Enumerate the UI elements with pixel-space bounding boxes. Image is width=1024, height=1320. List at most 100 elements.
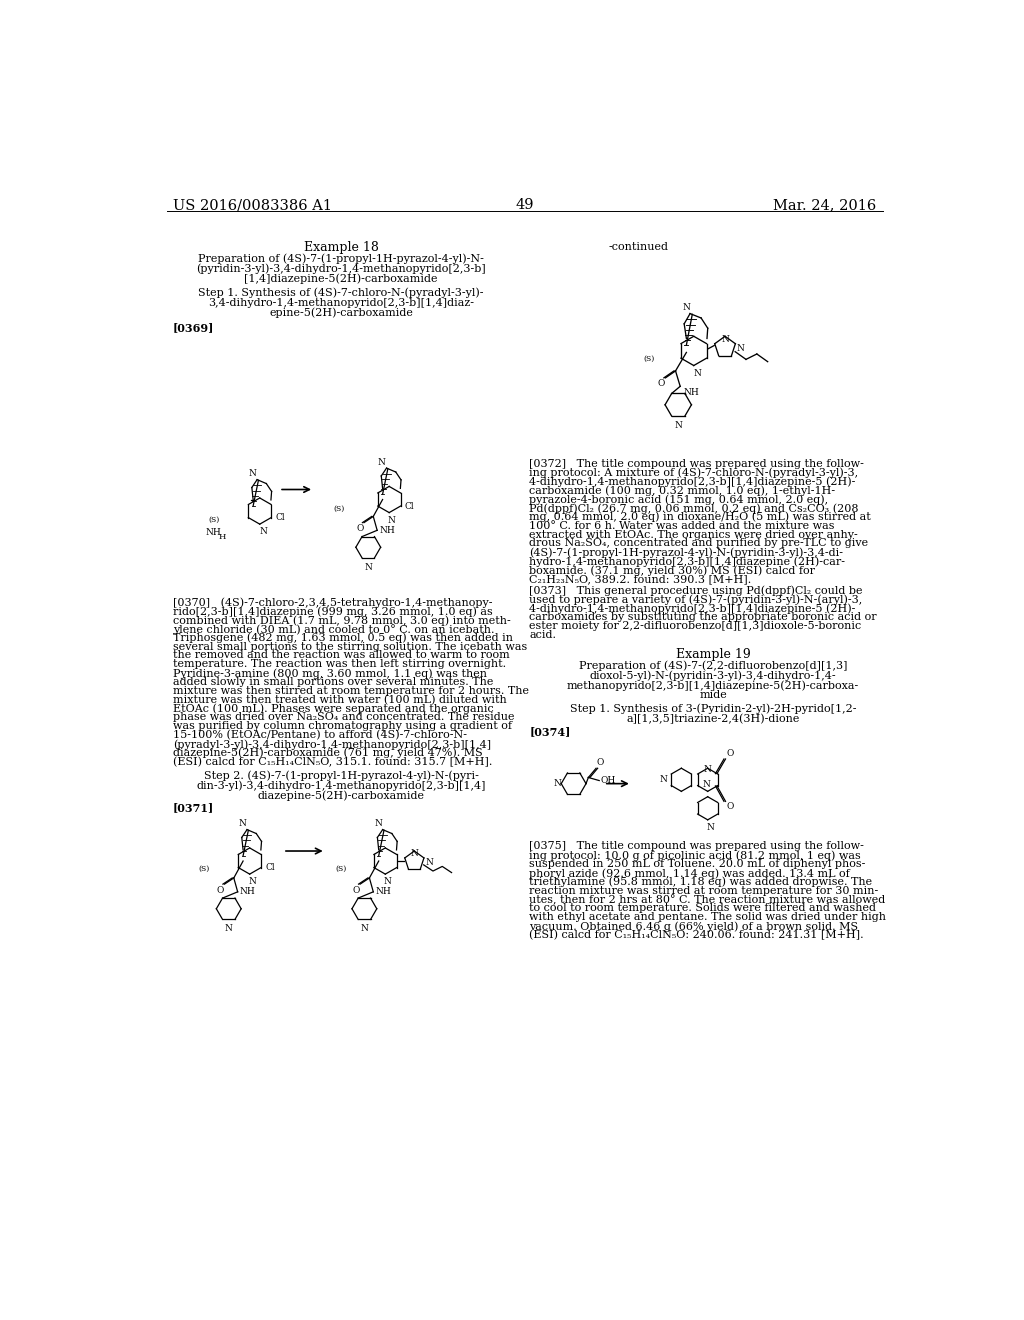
- Text: N: N: [239, 820, 247, 828]
- Text: ing protocol: 10.0 g of picolinic acid (81.2 mmol, 1 eq) was: ing protocol: 10.0 g of picolinic acid (…: [529, 850, 861, 861]
- Text: O: O: [597, 759, 604, 767]
- Text: was purified by column chromatography using a gradient of: was purified by column chromatography us…: [173, 721, 512, 731]
- Text: triethylamine (95.8 mmol, 1.18 eq) was added dropwise. The: triethylamine (95.8 mmol, 1.18 eq) was a…: [529, 876, 872, 887]
- Text: US 2016/0083386 A1: US 2016/0083386 A1: [173, 198, 332, 213]
- Text: N: N: [249, 469, 256, 478]
- Text: N: N: [248, 878, 256, 886]
- Text: diazepine-5(2H)-carboxamide (761 mg, yield 47%). MS: diazepine-5(2H)-carboxamide (761 mg, yie…: [173, 748, 482, 759]
- Text: NH: NH: [205, 528, 221, 537]
- Text: N: N: [675, 421, 682, 430]
- Text: phoryl azide (92.6 mmol, 1.14 eq) was added. 13.4 mL of: phoryl azide (92.6 mmol, 1.14 eq) was ad…: [529, 869, 850, 879]
- Text: N: N: [384, 878, 391, 886]
- Text: Pyridine-3-amine (800 mg, 3.60 mmol, 1.1 eq) was then: Pyridine-3-amine (800 mg, 3.60 mmol, 1.1…: [173, 668, 487, 678]
- Text: -continued: -continued: [608, 242, 669, 252]
- Text: N: N: [260, 527, 267, 536]
- Text: N: N: [360, 924, 369, 933]
- Text: (ESI) calcd for C₁₅H₁₄ClN₅O, 315.1. found: 315.7 [M+H].: (ESI) calcd for C₁₅H₁₄ClN₅O, 315.1. foun…: [173, 756, 493, 767]
- Text: [0375]   The title compound was prepared using the follow-: [0375] The title compound was prepared u…: [529, 841, 864, 851]
- Text: 100° C. for 6 h. Water was added and the mixture was: 100° C. for 6 h. Water was added and the…: [529, 520, 835, 531]
- Text: extracted with EtOAc. The organics were dried over anhy-: extracted with EtOAc. The organics were …: [529, 529, 858, 540]
- Text: (ESI) calcd for C₁₅H₁₄ClN₅O: 240.06. found: 241.31 [M+H].: (ESI) calcd for C₁₅H₁₄ClN₅O: 240.06. fou…: [529, 929, 864, 940]
- Text: 4-dihydro-1,4-methanopyrido[2,3-b][1,4]diazepine-5 (2H)-: 4-dihydro-1,4-methanopyrido[2,3-b][1,4]d…: [529, 477, 856, 487]
- Text: N: N: [721, 335, 729, 343]
- Text: 4-dihydro-1,4-methanopyrido[2,3-b][1,4]diazepine-5 (2H)-: 4-dihydro-1,4-methanopyrido[2,3-b][1,4]d…: [529, 603, 856, 614]
- Text: carboxamide (100 mg, 0.32 mmol, 1.0 eq), 1-ethyl-1H-: carboxamide (100 mg, 0.32 mmol, 1.0 eq),…: [529, 486, 836, 496]
- Text: NH: NH: [380, 525, 395, 535]
- Text: Cl: Cl: [404, 502, 415, 511]
- Text: Mar. 24, 2016: Mar. 24, 2016: [773, 198, 877, 213]
- Text: 3,4-dihydro-1,4-methanopyrido[2,3-b][1,4]diaz-: 3,4-dihydro-1,4-methanopyrido[2,3-b][1,4…: [208, 298, 474, 308]
- Text: several small portions to the stirring solution. The icebath was: several small portions to the stirring s…: [173, 642, 527, 652]
- Text: used to prepare a variety of (4S)-7-(pyridin-3-yl)-N-(aryl)-3,: used to prepare a variety of (4S)-7-(pyr…: [529, 594, 862, 605]
- Text: vacuum. Obtained 6.46 g (66% yield) of a brown solid. MS: vacuum. Obtained 6.46 g (66% yield) of a…: [529, 921, 858, 932]
- Text: utes, then for 2 hrs at 80° C. The reaction mixture was allowed: utes, then for 2 hrs at 80° C. The react…: [529, 895, 886, 906]
- Text: with ethyl acetate and pentane. The solid was dried under high: with ethyl acetate and pentane. The soli…: [529, 912, 887, 923]
- Text: (pyradyl-3-yl)-3,4-dihydro-1,4-methanopyrido[2,3-b][1,4]: (pyradyl-3-yl)-3,4-dihydro-1,4-methanopy…: [173, 739, 492, 750]
- Text: diazepine-5(2H)-carboxamide: diazepine-5(2H)-carboxamide: [258, 791, 425, 801]
- Text: Step 2. (4S)-7-(1-propyl-1H-pyrazol-4-yl)-N-(pyri-: Step 2. (4S)-7-(1-propyl-1H-pyrazol-4-yl…: [204, 770, 478, 780]
- Text: (S): (S): [208, 516, 219, 524]
- Text: mixture was then stirred at room temperature for 2 hours. The: mixture was then stirred at room tempera…: [173, 686, 529, 696]
- Text: methanopyrido[2,3-b][1,4]diazepine-5(2H)-carboxa-: methanopyrido[2,3-b][1,4]diazepine-5(2H)…: [567, 681, 859, 692]
- Text: N: N: [378, 458, 386, 466]
- Text: reaction mixture was stirred at room temperature for 30 min-: reaction mixture was stirred at room tem…: [529, 886, 879, 896]
- Text: Preparation of (4S)-7-(1-propyl-1H-pyrazol-4-yl)-N-: Preparation of (4S)-7-(1-propyl-1H-pyraz…: [199, 253, 484, 264]
- Text: carboxamides by substituting the appropriate boronic acid or: carboxamides by substituting the appropr…: [529, 612, 878, 622]
- Text: rido[2,3-b][1,4]diazepine (999 mg, 3.26 mmol, 1.0 eq) as: rido[2,3-b][1,4]diazepine (999 mg, 3.26 …: [173, 606, 493, 616]
- Text: O: O: [217, 886, 224, 895]
- Text: N: N: [387, 516, 395, 524]
- Text: suspended in 250 mL of Toluene. 20.0 mL of diphenyl phos-: suspended in 250 mL of Toluene. 20.0 mL …: [529, 859, 866, 869]
- Text: Step 1. Synthesis of (4S)-7-chloro-N-(pyradyl-3-yl)-: Step 1. Synthesis of (4S)-7-chloro-N-(py…: [199, 288, 484, 298]
- Text: epine-5(2H)-carboxamide: epine-5(2H)-carboxamide: [269, 308, 413, 318]
- Text: temperature. The reaction was then left stirring overnight.: temperature. The reaction was then left …: [173, 659, 506, 669]
- Text: OH: OH: [601, 776, 616, 785]
- Text: Example 18: Example 18: [304, 240, 379, 253]
- Text: added slowly in small portions over several minutes. The: added slowly in small portions over seve…: [173, 677, 494, 686]
- Text: O: O: [726, 803, 733, 810]
- Text: EtOAc (100 mL). Phases were separated and the organic: EtOAc (100 mL). Phases were separated an…: [173, 704, 494, 714]
- Text: N: N: [703, 766, 712, 774]
- Text: NH: NH: [683, 388, 699, 397]
- Text: N: N: [425, 858, 433, 867]
- Text: Preparation of (4S)-7-(2,2-difluorobenzo[d][1,3]: Preparation of (4S)-7-(2,2-difluorobenzo…: [579, 660, 848, 671]
- Text: O: O: [356, 524, 364, 533]
- Text: to cool to room temperature. Solids were filtered and washed: to cool to room temperature. Solids were…: [529, 903, 877, 913]
- Text: (S): (S): [644, 355, 655, 363]
- Text: (4S)-7-(1-propyl-1H-pyrazol-4-yl)-N-(pyridin-3-yl)-3,4-di-: (4S)-7-(1-propyl-1H-pyrazol-4-yl)-N-(pyr…: [529, 548, 844, 558]
- Text: [1,4]diazepine-5(2H)-carboxamide: [1,4]diazepine-5(2H)-carboxamide: [245, 275, 438, 285]
- Text: Triphosgene (482 mg, 1.63 mmol, 0.5 eq) was then added in: Triphosgene (482 mg, 1.63 mmol, 0.5 eq) …: [173, 632, 513, 643]
- Text: NH: NH: [240, 887, 256, 896]
- Text: [0374]: [0374]: [529, 726, 570, 737]
- Text: 49: 49: [515, 198, 535, 213]
- Text: N: N: [365, 562, 372, 572]
- Text: (pyridin-3-yl)-3,4-dihydro-1,4-methanopyrido[2,3-b]: (pyridin-3-yl)-3,4-dihydro-1,4-methanopy…: [197, 264, 486, 275]
- Text: N: N: [225, 924, 232, 933]
- Text: N: N: [553, 779, 561, 788]
- Text: N: N: [693, 368, 701, 378]
- Text: phase was dried over Na₂SO₄ and concentrated. The residue: phase was dried over Na₂SO₄ and concentr…: [173, 713, 514, 722]
- Text: pyrazole-4-boronic acid (151 mg, 0.64 mmol, 2.0 eq),: pyrazole-4-boronic acid (151 mg, 0.64 mm…: [529, 494, 828, 504]
- Text: combined with DIEA (1.7 mL, 9.78 mmol, 3.0 eq) into meth-: combined with DIEA (1.7 mL, 9.78 mmol, 3…: [173, 615, 511, 626]
- Text: [0369]: [0369]: [173, 322, 214, 333]
- Text: dioxol-5-yl)-N-(pyridin-3-yl)-3,4-dihydro-1,4-: dioxol-5-yl)-N-(pyridin-3-yl)-3,4-dihydr…: [590, 671, 837, 681]
- Text: [0373]   This general procedure using Pd(dppf)Cl₂ could be: [0373] This general procedure using Pd(d…: [529, 586, 863, 597]
- Text: N: N: [659, 775, 668, 784]
- Text: Cl: Cl: [265, 863, 274, 873]
- Text: (S): (S): [334, 504, 345, 512]
- Text: ing protocol: A mixture of (4S)-7-chloro-N-(pyradyl-3-yl)-3,: ing protocol: A mixture of (4S)-7-chloro…: [529, 467, 858, 478]
- Text: hydro-1,4-methanopyrido[2,3-b][1,4]diazepine (2H)-car-: hydro-1,4-methanopyrido[2,3-b][1,4]diaze…: [529, 556, 846, 566]
- Text: N: N: [374, 820, 382, 828]
- Text: boxamide. (37.1 mg, yield 30%) MS (ESI) calcd for: boxamide. (37.1 mg, yield 30%) MS (ESI) …: [529, 565, 815, 576]
- Text: C₂₁H₂₃N₅O, 389.2. found: 390.3 [M+H].: C₂₁H₂₃N₅O, 389.2. found: 390.3 [M+H].: [529, 574, 752, 583]
- Text: N: N: [702, 780, 710, 789]
- Text: [0371]: [0371]: [173, 803, 214, 813]
- Text: Pd(dppf)Cl₂ (26.7 mg, 0.06 mmol, 0.2 eq) and Cs₂CO₃ (208: Pd(dppf)Cl₂ (26.7 mg, 0.06 mmol, 0.2 eq)…: [529, 503, 859, 513]
- Text: acid.: acid.: [529, 630, 556, 640]
- Text: mg, 0.64 mmol, 2.0 eq) in dioxane/H₂O (5 mL) was stirred at: mg, 0.64 mmol, 2.0 eq) in dioxane/H₂O (5…: [529, 512, 871, 523]
- Text: N: N: [736, 345, 744, 352]
- Text: 15-100% (EtOAc/Pentane) to afford (4S)-7-chloro-N-: 15-100% (EtOAc/Pentane) to afford (4S)-7…: [173, 730, 467, 741]
- Text: Cl: Cl: [275, 513, 285, 523]
- Text: NH: NH: [376, 887, 391, 896]
- Text: din-3-yl)-3,4-dihydro-1,4-methanopyrido[2,3-b][1,4]: din-3-yl)-3,4-dihydro-1,4-methanopyrido[…: [197, 780, 485, 791]
- Text: drous Na₂SO₄, concentrated and purified by pre-TLC to give: drous Na₂SO₄, concentrated and purified …: [529, 539, 868, 548]
